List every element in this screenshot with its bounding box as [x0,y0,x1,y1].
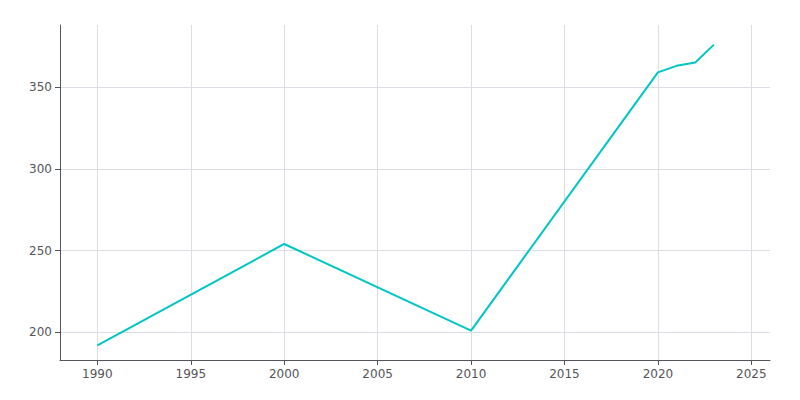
svg-text:350: 350 [29,80,52,94]
svg-text:1990: 1990 [82,367,113,381]
svg-text:2000: 2000 [269,367,300,381]
svg-text:2015: 2015 [549,367,580,381]
svg-text:2025: 2025 [736,367,767,381]
svg-text:200: 200 [29,325,52,339]
svg-text:2020: 2020 [643,367,674,381]
svg-text:250: 250 [29,244,52,258]
svg-text:1995: 1995 [176,367,207,381]
svg-text:300: 300 [29,162,52,176]
svg-text:2010: 2010 [456,367,487,381]
svg-text:2005: 2005 [362,367,393,381]
